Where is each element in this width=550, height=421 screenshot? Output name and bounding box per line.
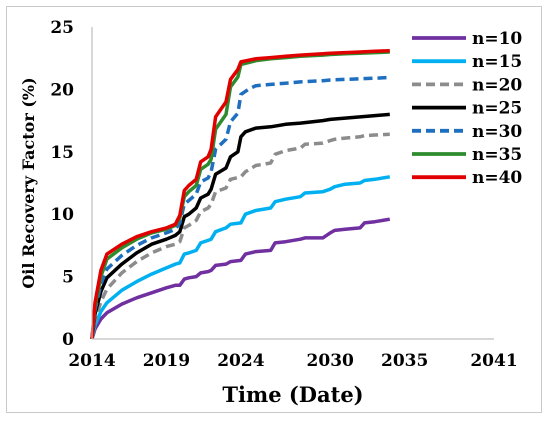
y-axis-title: Oil Recovery Factor (%): [19, 77, 38, 288]
y-tick-label: 25: [50, 18, 74, 38]
x-tick-label: 2041: [470, 351, 517, 371]
legend-label: n=30: [472, 122, 522, 142]
legend-label: n=25: [472, 99, 522, 119]
x-tick-labels: 2014 2019 2024 2030 2035 2041: [68, 351, 517, 371]
series-line-n-20: [90, 132, 390, 340]
series-line-n-15: [90, 175, 391, 340]
legend-label: n=20: [472, 75, 522, 95]
plot-area: [90, 48, 391, 340]
y-tick-label: 10: [50, 205, 74, 225]
x-axis-title: Time (Date): [222, 382, 363, 407]
y-tick-label: 20: [50, 80, 74, 100]
y-tick-label: 0: [62, 330, 74, 350]
x-tick-label: 2035: [381, 351, 428, 371]
x-tick-label: 2019: [143, 351, 190, 371]
series-line-n-25: [90, 112, 390, 340]
legend-label: n=15: [472, 52, 522, 72]
series-line-n-10: [90, 217, 391, 340]
chart-frame: [6, 6, 542, 413]
x-tick-label: 2024: [217, 351, 264, 371]
y-tick-label: 15: [50, 143, 74, 163]
x-tick-label: 2030: [307, 351, 354, 371]
legend-label: n=40: [472, 168, 522, 188]
series-line-n-30: [90, 75, 390, 340]
x-tick-label: 2014: [68, 351, 115, 371]
legend-label: n=10: [472, 29, 522, 49]
legend: n=10 n=15 n=20 n=25 n=30 n=35 n=40: [412, 29, 522, 188]
y-tick-labels: 0 5 10 15 20 25: [50, 18, 74, 350]
y-tick-label: 5: [62, 268, 74, 288]
series-line-n-40: [90, 48, 390, 340]
legend-label: n=35: [472, 145, 522, 165]
